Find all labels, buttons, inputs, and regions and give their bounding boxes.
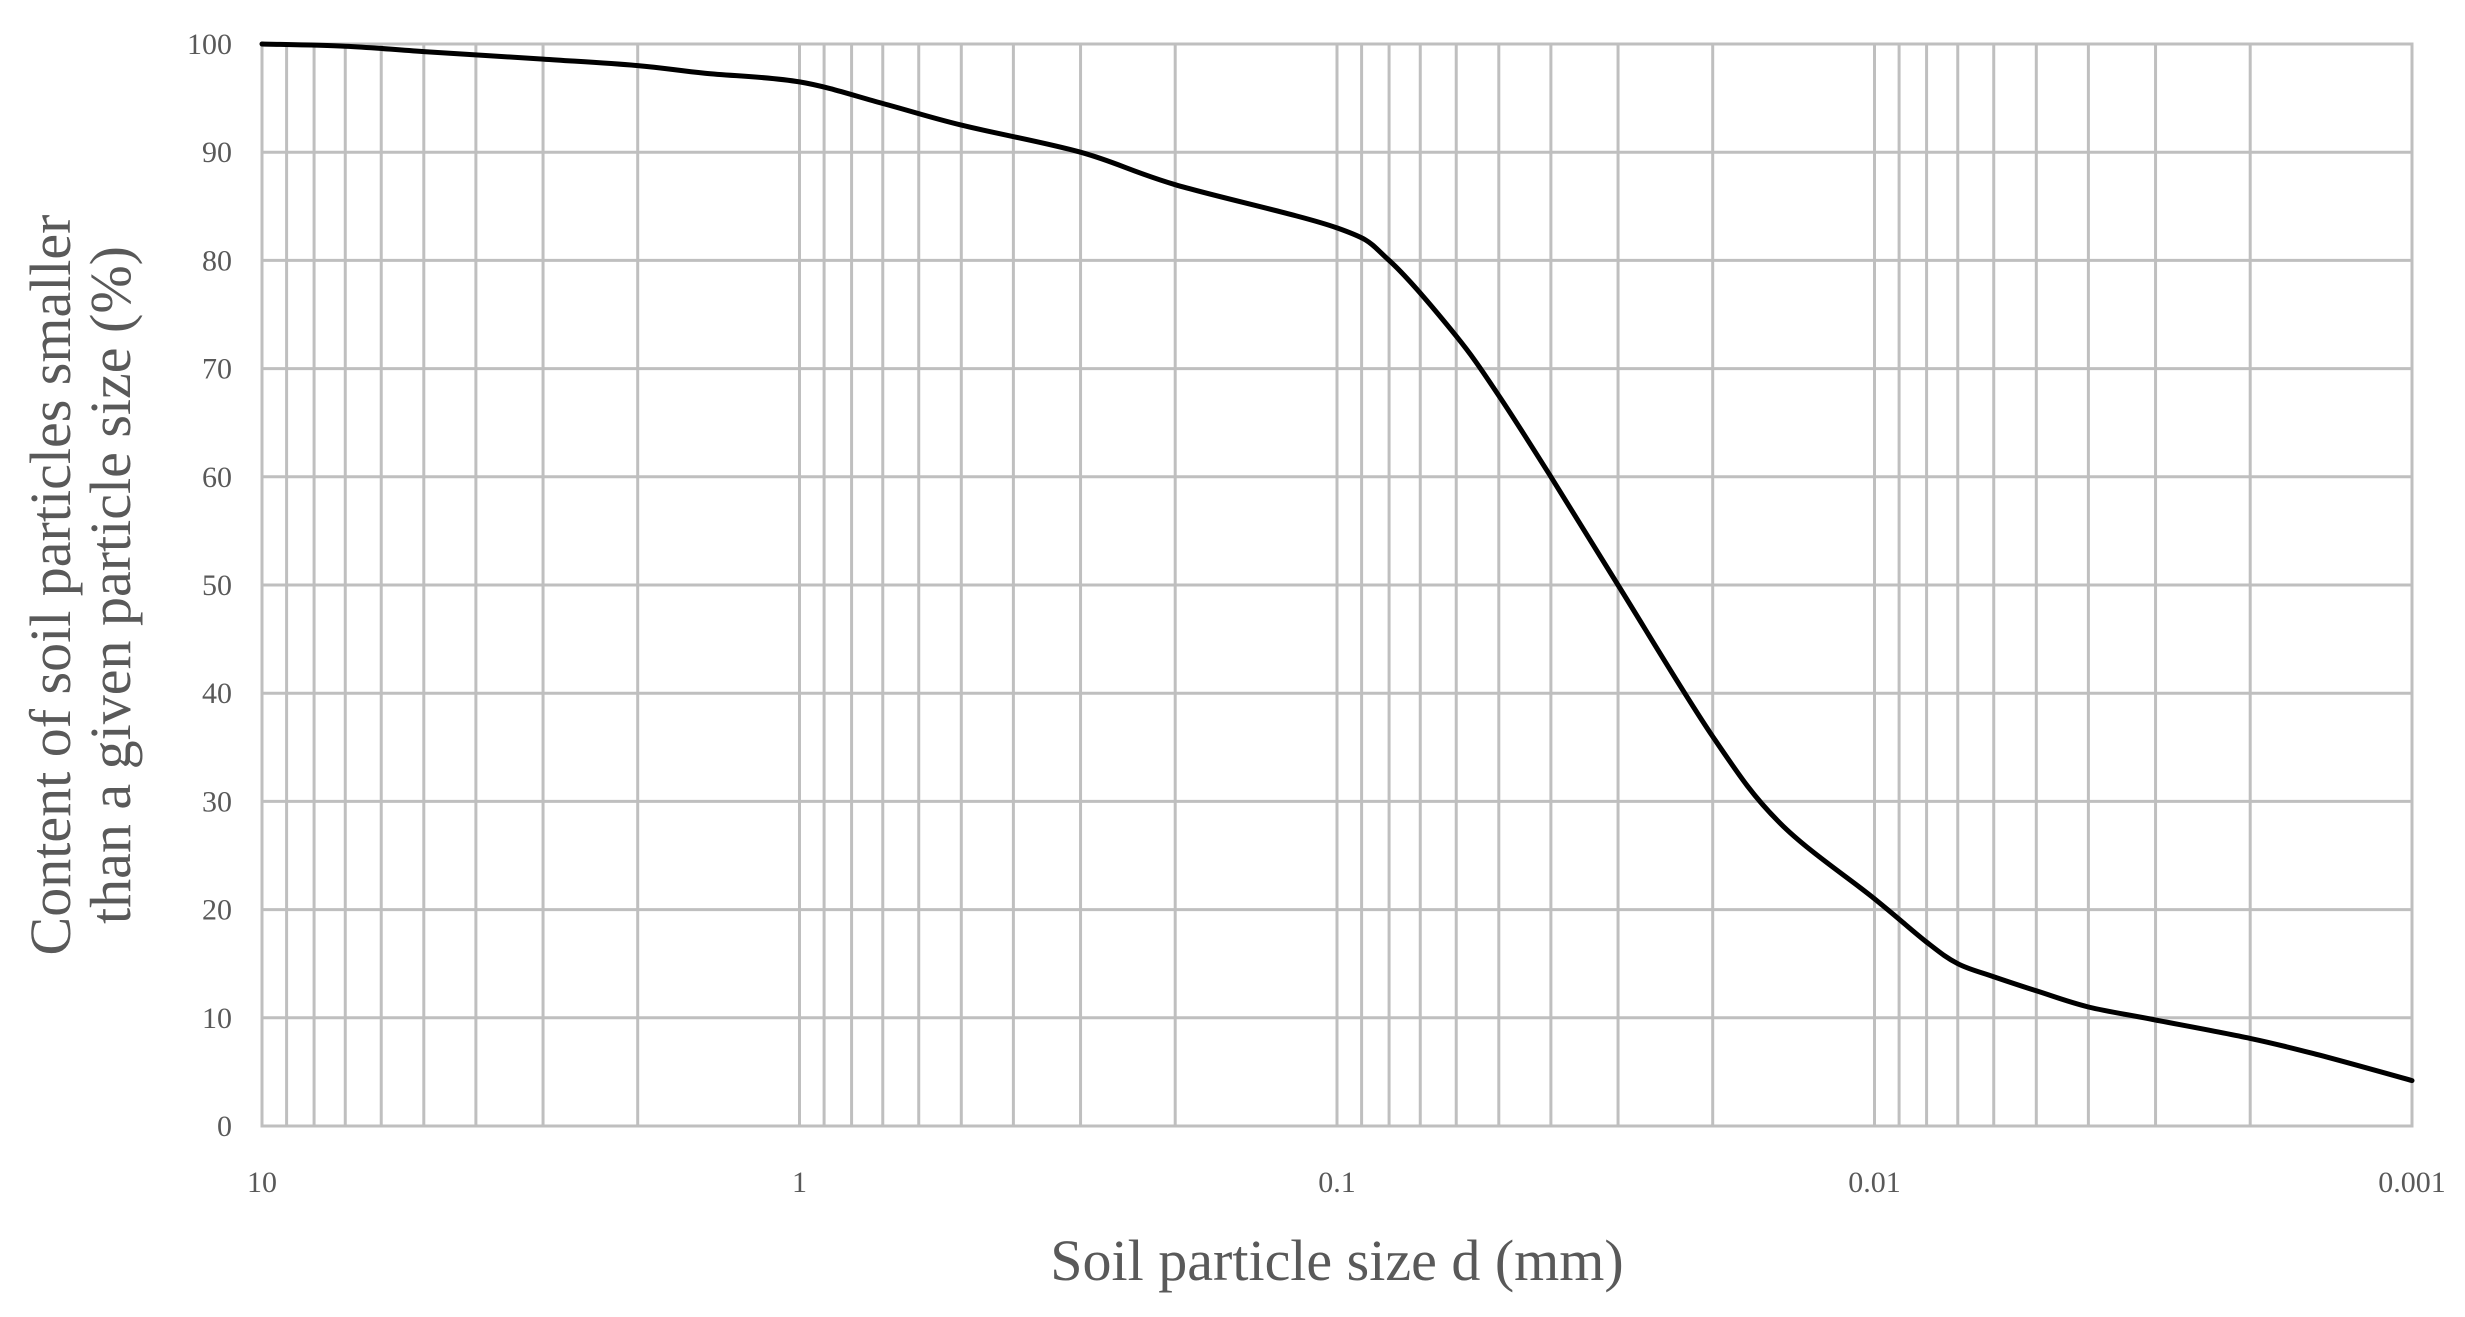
plot-frame (260, 42, 2414, 1128)
y-tick-label: 40 (202, 677, 232, 710)
y-tick-label: 30 (202, 785, 232, 818)
grading-curve (259, 41, 2415, 1084)
x-tick-label: 10 (247, 1166, 277, 1199)
y-axis-title-line-2: than a given particle size (%) (78, 246, 143, 924)
y-axis-title-line-1: Content of soil particles smaller (18, 215, 83, 956)
x-tick-label: 1 (792, 1166, 807, 1199)
x-tick-label: 0.1 (1318, 1166, 1356, 1199)
y-tick-label: 60 (202, 461, 232, 494)
y-tick-label: 100 (187, 28, 232, 61)
y-tick-label: 20 (202, 894, 232, 927)
y-axis-tick-labels: 0 10 20 30 40 50 60 70 80 90 100 (187, 28, 232, 1143)
y-axis-title: Content of soil particles smaller than a… (18, 215, 143, 956)
y-tick-label: 70 (202, 353, 232, 386)
x-tick-label: 0.001 (2378, 1166, 2446, 1199)
y-tick-label: 90 (202, 136, 232, 169)
y-tick-label: 50 (202, 569, 232, 602)
y-tick-label: 0 (217, 1110, 232, 1143)
y-tick-label: 80 (202, 244, 232, 277)
y-tick-label: 10 (202, 1002, 232, 1035)
x-axis-title: Soil particle size d (mm) (1050, 1228, 1623, 1293)
x-tick-label: 0.01 (1848, 1166, 1901, 1199)
x-axis-tick-labels: 10 1 0.1 0.01 0.001 (247, 1166, 2446, 1199)
